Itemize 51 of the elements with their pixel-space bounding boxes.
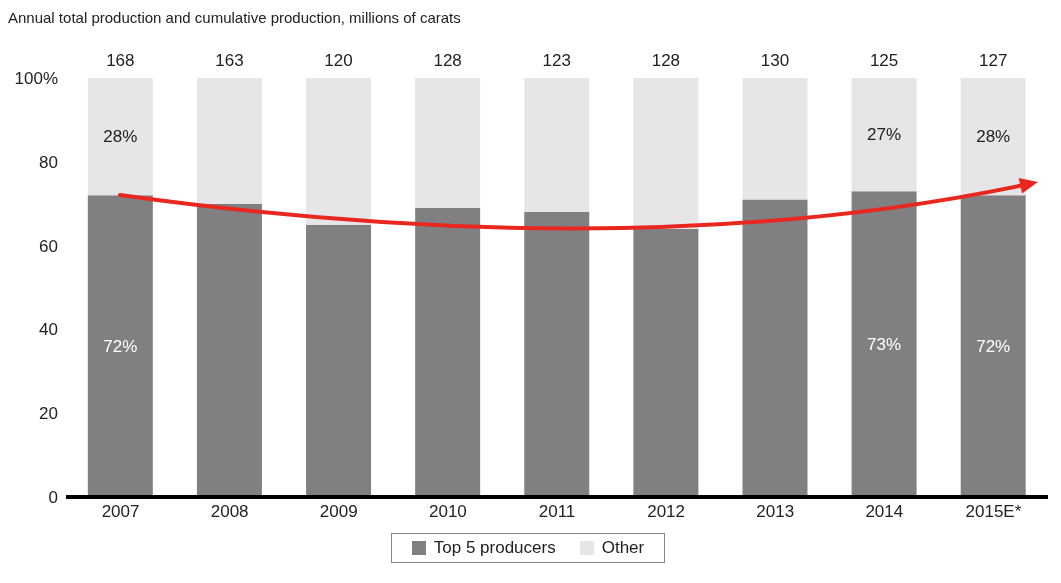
bar [742,78,808,200]
y-tick-label: 100% [14,69,58,89]
text: 127 [979,51,1008,70]
data-label: 27% [867,125,902,145]
x-tick-label: 2010 [428,502,467,522]
data-label: 28% [976,127,1011,147]
bar [524,212,590,497]
y-tick-label: 60 [39,236,58,256]
legend-label: Top 5 producers [432,538,556,558]
text: 130 [760,51,790,70]
x-tick-label: 2012 [647,502,686,522]
data-label: 72% [976,336,1011,356]
chart-title: Annual total production and cumulative production, millions of carats [8,8,462,28]
text: 168 [106,51,135,70]
x-tick-label: 2013 [756,502,795,522]
text: 128 [433,51,462,70]
x-tick-label: 2007 [101,502,140,522]
legend-label: Other [600,538,645,558]
x-tick-label: 2015E* [965,502,1022,522]
bar [415,78,481,208]
text: 125 [869,51,899,70]
bar [851,78,917,192]
bar [306,224,372,497]
x-tick-label: 2011 [538,502,576,522]
text: 128 [651,51,681,70]
data-label: 73% [867,334,902,354]
bar [196,203,262,497]
bar [960,195,1026,497]
text: 163 [215,51,244,70]
bar [851,191,917,497]
x-tick-label: 2014 [865,502,904,522]
y-tick-label: 80 [39,152,58,172]
y-tick-label: 20 [39,404,58,424]
text: 123 [542,51,571,70]
text: 120 [324,51,353,70]
y-tick-label: 40 [39,320,58,340]
x-tick-label: 2009 [319,502,358,522]
x-tick-label: 2008 [210,502,249,522]
bar [633,228,699,497]
bar [960,78,1026,196]
bar [415,207,481,497]
bar [633,78,699,229]
bar [306,78,372,225]
data-label: 72% [103,336,138,356]
y-tick-label: 0 [48,488,58,508]
bar [87,78,153,196]
bar [87,195,153,497]
bar [524,78,590,213]
data-label: 28% [103,127,138,147]
bar [196,78,262,204]
bar [742,199,808,497]
